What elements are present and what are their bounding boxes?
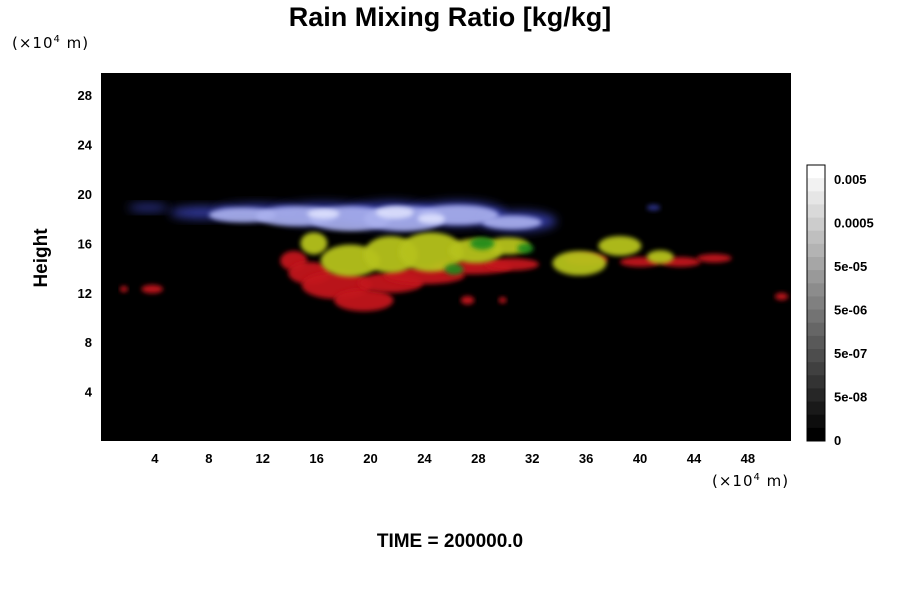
colorbar-level: [807, 270, 825, 284]
colorbar-level: [807, 204, 825, 219]
colorbar-level: [807, 257, 825, 271]
rain-blob: [696, 253, 732, 263]
rain-blob: [646, 204, 661, 211]
rain-blob: [417, 213, 445, 224]
x-axis-ticks: 4 8 12 16 20 24 28 32 36 40 44 48: [151, 451, 755, 466]
y-tick-label: 24: [78, 138, 93, 153]
colorbar-level: [807, 243, 825, 258]
colorbar-level: [807, 191, 825, 205]
y-tick-label: 12: [78, 286, 92, 301]
x-tick-label: 12: [255, 451, 269, 466]
rain-blob: [127, 203, 169, 212]
colorbar-label: 0.0005: [834, 216, 874, 231]
rain-blob: [482, 215, 542, 230]
colorbar: 0.005 0.0005 5e-05 5e-06 5e-07 5e-08 0: [806, 164, 874, 448]
y-axis-ticks: 4 8 12 16 20 24 28: [78, 88, 93, 399]
x-tick-label: 40: [633, 451, 647, 466]
x-tick-label: 8: [205, 451, 212, 466]
colorbar-level: [807, 217, 825, 232]
colorbar-level: [807, 362, 825, 376]
colorbar-level: [807, 427, 825, 442]
colorbar-level: [807, 335, 825, 350]
colorbar-label: 5e-06: [834, 303, 867, 318]
colorbar-level: [807, 296, 825, 311]
x-tick-label: 20: [363, 451, 377, 466]
rain-blob: [774, 292, 789, 301]
x-tick-label: 4: [151, 451, 159, 466]
colorbar-level: [807, 375, 825, 389]
chart-title: Rain Mixing Ratio [kg/kg]: [288, 2, 612, 32]
rain-blob: [334, 289, 394, 312]
colorbar-level: [807, 388, 825, 403]
y-tick-label: 20: [78, 187, 92, 202]
rain-blob: [598, 236, 642, 256]
colorbar-level: [807, 283, 825, 297]
y-tick-label: 4: [85, 385, 93, 400]
rain-blob: [517, 243, 534, 254]
colorbar-level: [807, 349, 825, 363]
rain-blob: [485, 258, 539, 271]
colorbar-label: 0: [834, 433, 841, 448]
colorbar-level: [807, 178, 825, 192]
colorbar-level: [807, 322, 825, 337]
rain-blob: [444, 263, 464, 275]
x-tick-label: 16: [309, 451, 323, 466]
colorbar-label: 5e-08: [834, 390, 867, 405]
rain-blob: [552, 250, 607, 276]
rain-blob: [470, 237, 495, 250]
rain-blob: [141, 284, 163, 294]
rain-blob: [398, 232, 464, 272]
colorbar-level: [807, 230, 825, 245]
rain-blob: [498, 297, 507, 304]
colorbar-label: 5e-07: [834, 346, 867, 361]
y-tick-label: 28: [78, 88, 92, 103]
x-tick-label: 44: [687, 451, 702, 466]
x-tick-label: 28: [471, 451, 485, 466]
y-axis-unit: (×104 m): [12, 34, 90, 52]
colorbar-level: [807, 165, 825, 179]
rain-blob: [646, 250, 674, 264]
x-axis-unit: (×104 m): [712, 472, 790, 490]
colorbar-level: [807, 414, 825, 429]
x-tick-label: 48: [741, 451, 755, 466]
colorbar-level: [807, 401, 825, 416]
x-tick-label: 32: [525, 451, 539, 466]
rain-blob: [119, 286, 128, 293]
rain-features: [119, 201, 789, 312]
colorbar-label: 5e-05: [834, 259, 867, 274]
y-tick-label: 16: [78, 236, 92, 251]
x-tick-label: 36: [579, 451, 593, 466]
y-tick-label: 8: [85, 335, 92, 350]
colorbar-frame: [806, 164, 826, 442]
rain-blob: [300, 232, 328, 255]
rain-blob: [460, 295, 475, 305]
colorbar-label: 0.005: [834, 172, 867, 187]
time-label: TIME = 200000.0: [376, 531, 524, 552]
rain-blob: [375, 206, 414, 219]
x-tick-label: 24: [417, 451, 432, 466]
colorbar-level: [807, 309, 825, 324]
rain-blob: [307, 208, 340, 219]
